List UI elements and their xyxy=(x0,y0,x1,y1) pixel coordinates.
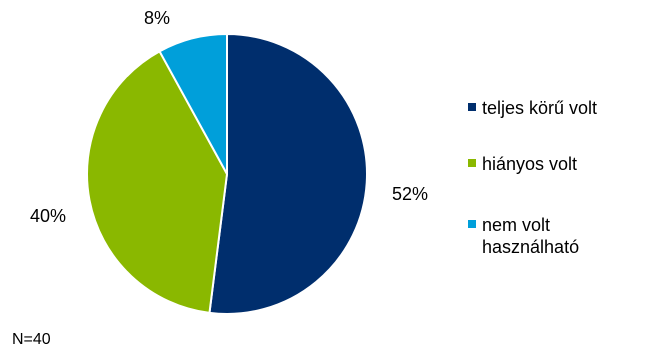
slice-label-nem-hasznalhato: 8% xyxy=(144,8,171,28)
legend-swatch-nem-hasznalhato xyxy=(468,220,476,228)
legend-item-teljes-koru: teljes körű volt xyxy=(468,97,632,119)
legend-label-nem-hasznalhato: nem volt használható xyxy=(482,215,580,257)
slice-label-teljes-koru: 52% xyxy=(392,184,429,204)
legend-swatch-hianyos xyxy=(468,159,476,167)
sample-size-note: N=40 xyxy=(12,331,51,348)
legend-label-hianyos: hiányos volt xyxy=(482,154,578,174)
pie-slice-teljes-koru xyxy=(208,33,368,315)
slice-label-hianyos: 40% xyxy=(30,206,67,226)
legend-item-hianyos: hiányos volt xyxy=(468,153,632,175)
legend-item-nem-hasznalhato: nem volt használható xyxy=(468,214,632,258)
legend-label-teljes-koru: teljes körű volt xyxy=(482,98,598,118)
legend-swatch-teljes-koru xyxy=(468,103,476,111)
pie-slice-hianyos xyxy=(86,50,228,314)
pie-slice-nem-hasznalhato xyxy=(158,33,228,175)
